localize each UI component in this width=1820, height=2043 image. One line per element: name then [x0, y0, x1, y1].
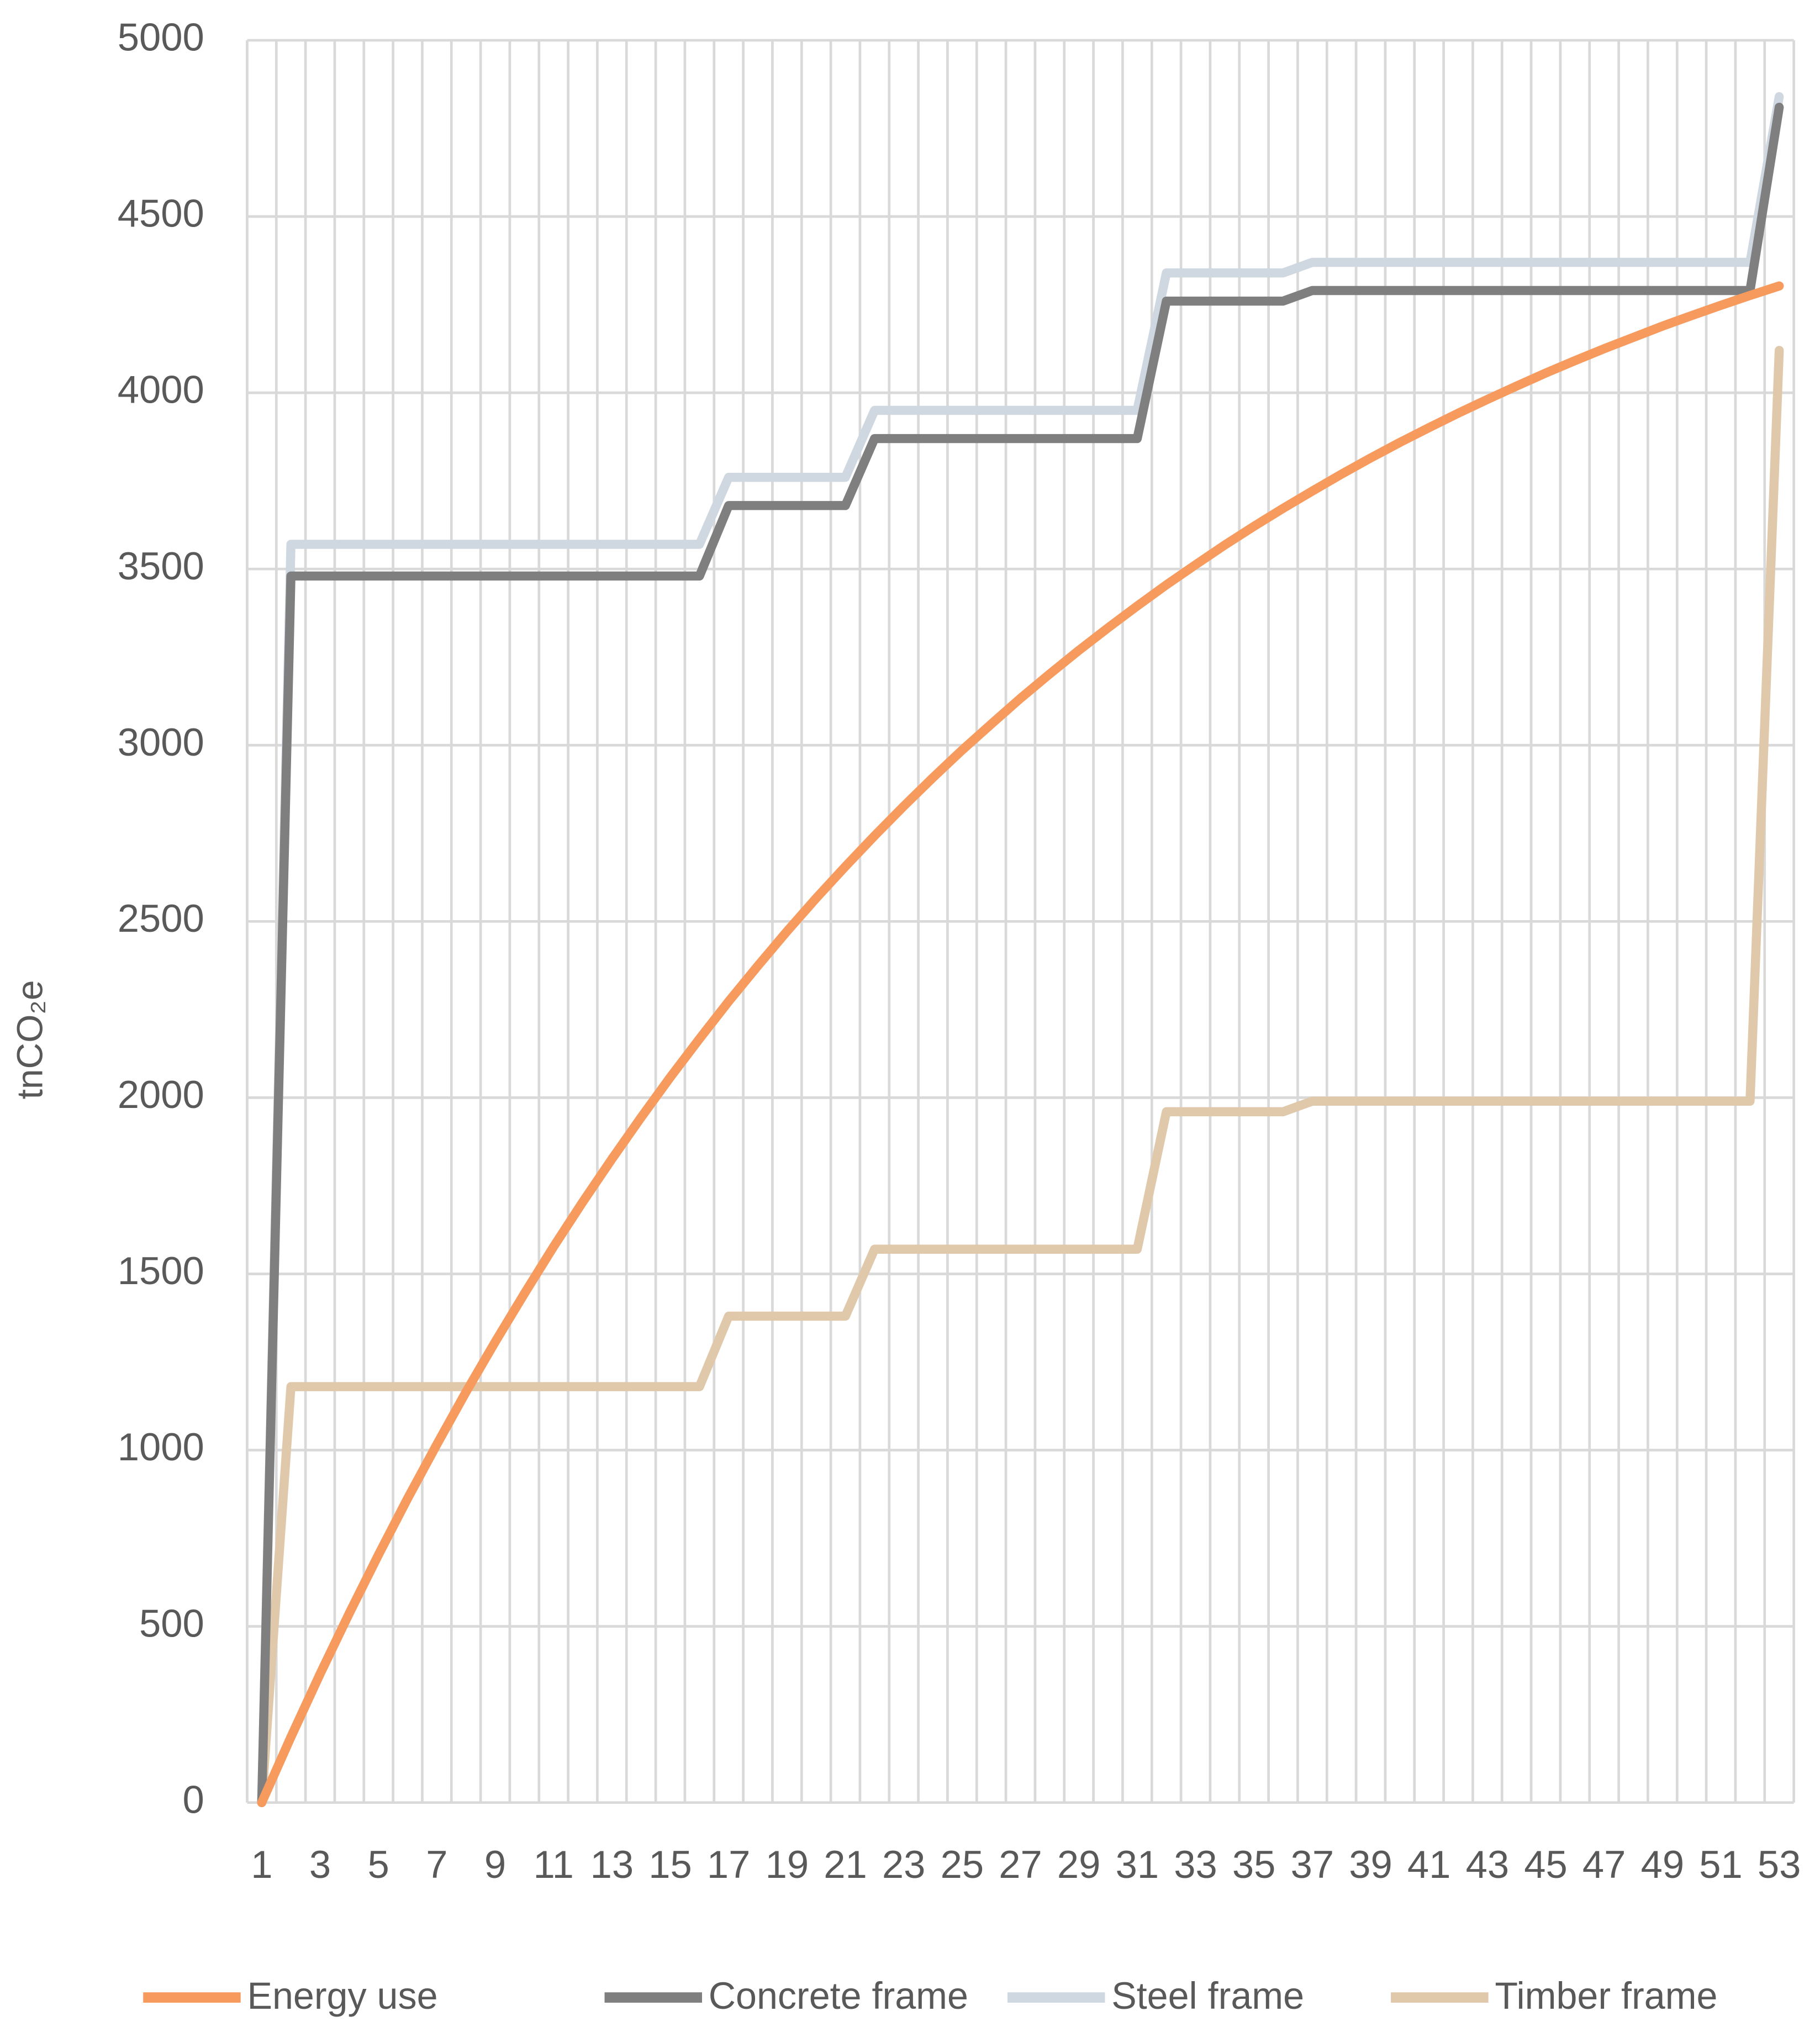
legend-label: Timber frame — [1495, 1975, 1717, 2017]
x-tick-label: 15 — [648, 1843, 692, 1886]
y-tick-label: 0 — [183, 1777, 204, 1821]
x-tick-label: 37 — [1291, 1843, 1334, 1886]
x-tick-label: 47 — [1582, 1843, 1626, 1886]
x-tick-label: 1 — [251, 1843, 272, 1886]
y-tick-label: 1000 — [118, 1425, 204, 1469]
x-tick-label: 9 — [484, 1843, 506, 1886]
y-tick-label: 2000 — [118, 1073, 204, 1116]
x-tick-label: 23 — [882, 1843, 926, 1886]
x-tick-label: 25 — [941, 1843, 984, 1886]
x-tick-label: 13 — [590, 1843, 634, 1886]
y-tick-label: 4000 — [118, 368, 204, 411]
x-tick-label: 39 — [1349, 1843, 1392, 1886]
x-tick-label: 43 — [1466, 1843, 1510, 1886]
x-tick-label: 33 — [1174, 1843, 1217, 1886]
y-tick-label: 4500 — [118, 192, 204, 235]
y-tick-label: 3500 — [118, 544, 204, 588]
x-tick-label: 29 — [1057, 1843, 1101, 1886]
y-tick-label: 500 — [139, 1601, 204, 1645]
legend-label: Concrete frame — [709, 1975, 968, 2017]
legend-label: Energy use — [247, 1975, 437, 2017]
x-tick-label: 27 — [999, 1843, 1042, 1886]
x-tick-label: 41 — [1407, 1843, 1451, 1886]
series-line — [257, 346, 1784, 1807]
x-tick-label: 11 — [534, 1843, 574, 1886]
legend-label: Steel frame — [1111, 1975, 1304, 2017]
x-tick-label: 51 — [1699, 1843, 1743, 1886]
y-tick-label: 1500 — [118, 1249, 204, 1292]
x-tick-label: 21 — [824, 1843, 867, 1886]
x-tick-label: 17 — [707, 1843, 751, 1886]
series-line — [257, 102, 1784, 1807]
x-tick-label: 45 — [1524, 1843, 1568, 1886]
x-tick-label: 53 — [1758, 1843, 1801, 1886]
y-tick-label: 5000 — [118, 15, 204, 59]
y-tick-label: 2500 — [118, 896, 204, 940]
y-tick-label: 3000 — [118, 720, 204, 764]
x-tick-label: 31 — [1116, 1843, 1159, 1886]
y-axis-label: tnCO₂e — [9, 980, 50, 1099]
x-tick-label: 3 — [309, 1843, 331, 1886]
x-tick-label: 5 — [368, 1843, 389, 1886]
series-line — [257, 281, 1784, 1807]
x-tick-label: 35 — [1232, 1843, 1276, 1886]
x-tick-label: 49 — [1641, 1843, 1685, 1886]
x-tick-label: 19 — [766, 1843, 809, 1886]
x-tick-label: 7 — [426, 1843, 447, 1886]
series-line — [257, 92, 1784, 1807]
